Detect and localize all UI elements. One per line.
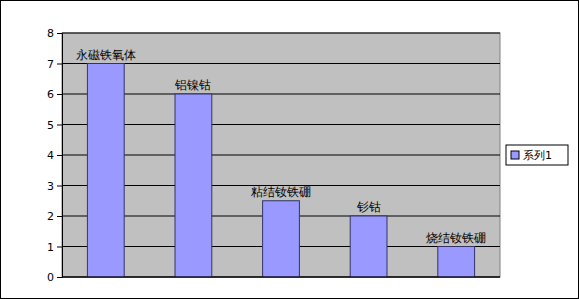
grid-line xyxy=(62,33,500,34)
y-tick-label: 3 xyxy=(47,180,54,193)
grid-line xyxy=(62,94,500,95)
y-tick: 3 xyxy=(47,180,62,193)
grid-line xyxy=(62,63,500,64)
chart: 永磁铁氧体铝镍钴粘结钕铁硼钐钴烧结钕铁硼 0 1 2 3 4 5 6 7 8 系列1 xyxy=(0,0,579,299)
y-tick-label: 1 xyxy=(47,241,54,254)
bar xyxy=(175,94,212,277)
legend-label: 系列1 xyxy=(523,149,552,162)
y-tick: 7 xyxy=(47,58,62,71)
plot: 永磁铁氧体铝镍钴粘结钕铁硼钐钴烧结钕铁硼 0 1 2 3 4 5 6 7 8 xyxy=(47,27,500,284)
x-axis-line xyxy=(62,277,500,278)
y-tick: 8 xyxy=(47,27,62,40)
y-tick: 2 xyxy=(47,210,62,223)
legend-swatch xyxy=(511,151,519,159)
legend-box xyxy=(506,145,568,165)
y-tick: 5 xyxy=(47,119,62,132)
plot-background xyxy=(62,33,500,277)
y-tick-label: 5 xyxy=(47,119,54,132)
y-tick-mark xyxy=(57,64,62,65)
y-tick: 6 xyxy=(47,88,62,101)
y-tick-mark xyxy=(57,155,62,156)
y-tick-mark xyxy=(57,125,62,126)
bar xyxy=(87,64,124,278)
bars xyxy=(87,64,474,278)
y-tick-label: 0 xyxy=(47,271,54,284)
y-tick-mark xyxy=(57,247,62,248)
grid-line xyxy=(62,277,500,278)
category-label: 粘结钕铁硼 xyxy=(251,185,311,199)
y-tick-label: 2 xyxy=(47,210,54,223)
bar xyxy=(438,247,475,278)
legend: 系列1 xyxy=(506,145,568,165)
y-tick: 0 xyxy=(47,271,62,284)
y-tick-mark xyxy=(57,216,62,217)
bar xyxy=(350,216,387,277)
bar xyxy=(263,201,300,277)
y-tick: 4 xyxy=(47,149,62,162)
grid-line xyxy=(62,124,500,125)
category-label: 烧结钕铁硼 xyxy=(426,231,486,245)
y-tick-mark xyxy=(57,94,62,95)
y-tick-mark xyxy=(57,33,62,34)
y-tick-label: 8 xyxy=(47,27,54,40)
y-tick-mark xyxy=(57,186,62,187)
category-label: 永磁铁氧体 xyxy=(76,48,136,62)
y-tick-label: 7 xyxy=(47,58,54,71)
chart-border xyxy=(1,1,579,299)
category-label: 铝镍钴 xyxy=(174,78,211,92)
y-axis-line xyxy=(57,34,63,278)
category-label: 钐钴 xyxy=(356,200,381,214)
grid-line xyxy=(62,155,500,156)
y-tick-label: 4 xyxy=(47,149,54,162)
y-axis: 0 1 2 3 4 5 6 7 8 xyxy=(47,27,63,284)
y-tick-mark xyxy=(57,277,62,278)
y-tick-label: 6 xyxy=(47,88,54,101)
y-tick: 1 xyxy=(47,241,62,254)
